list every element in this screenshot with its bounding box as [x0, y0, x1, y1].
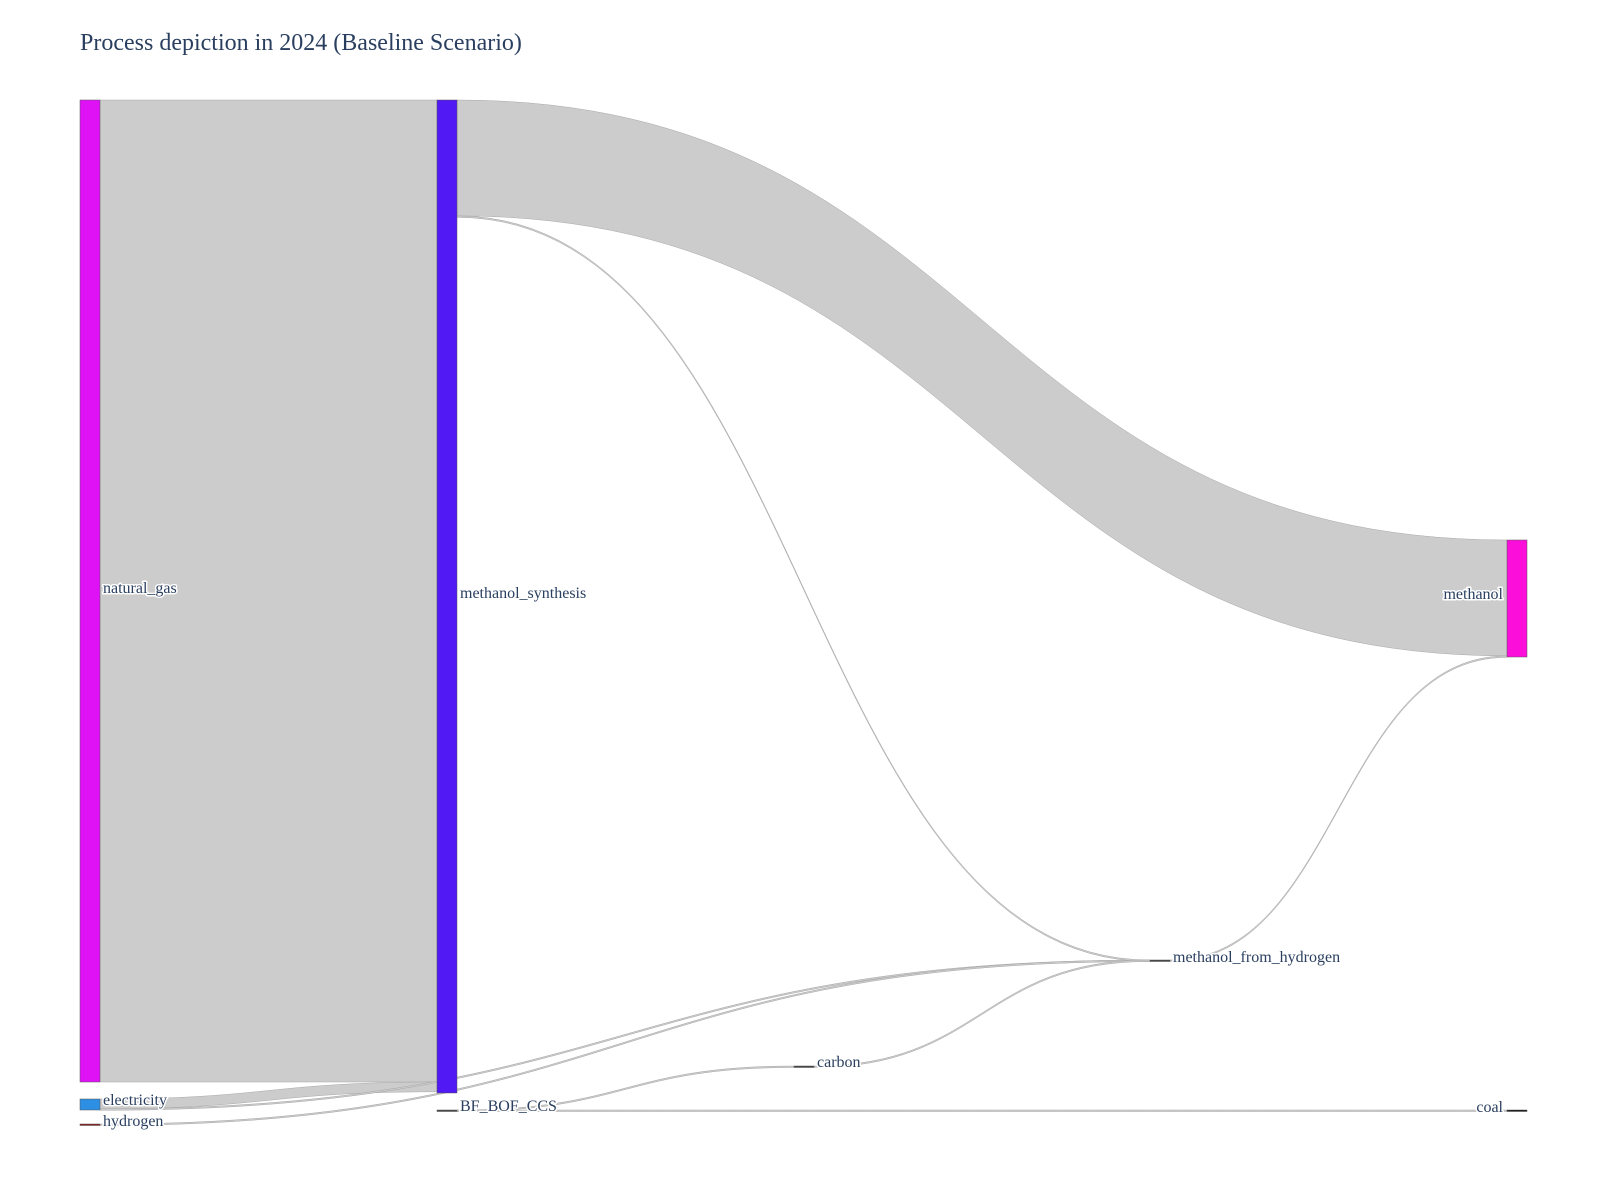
sankey-link-carbon-to-methanol_from_hydrogen[interactable] — [813, 959, 1151, 1068]
sankey-node-carbon[interactable] — [793, 1065, 815, 1068]
sankey-node-methanol_synthesis[interactable] — [436, 99, 458, 1094]
sankey-node-label-methanol_from_hydrogen: methanol_from_hydrogen — [1173, 949, 1340, 966]
sankey-node-label-methanol_synthesis: methanol_synthesis — [460, 585, 586, 602]
sankey-node-label-BF_BOF_CCS: BF_BOF_CCS — [460, 1098, 557, 1115]
sankey-node-label-natural_gas: natural_gas — [103, 580, 177, 597]
sankey-node-label-hydrogen: hydrogen — [103, 1113, 163, 1130]
sankey-node-natural_gas[interactable] — [79, 99, 101, 1083]
sankey-link-BF_BOF_CCS-to-coal[interactable] — [456, 1109, 1508, 1112]
sankey-node-methanol_from_hydrogen[interactable] — [1149, 959, 1171, 962]
sankey-node-label-carbon: carbon — [817, 1054, 861, 1071]
links-layer — [99, 99, 1508, 1126]
sankey-link-methanol_from_hydrogen-to-methanol[interactable] — [1169, 655, 1508, 962]
chart-title: Process depiction in 2024 (Baseline Scen… — [80, 30, 522, 56]
sankey-node-methanol[interactable] — [1506, 539, 1528, 658]
labels-layer: natural_gas electricity hydrogen methanol_s… — [102, 579, 1506, 1132]
sankey-node-label-coal: coal — [1476, 1099, 1503, 1116]
nodes-layer — [79, 99, 1528, 1126]
sankey-link-methanol_synthesis-to-methanol[interactable] — [456, 99, 1508, 657]
sankey-node-label-methanol: methanol — [1443, 586, 1503, 603]
sankey-node-label-electricity: electricity — [103, 1092, 167, 1109]
sankey-node-electricity[interactable] — [79, 1098, 101, 1111]
sankey-node-BF_BOF_CCS[interactable] — [436, 1109, 458, 1112]
sankey-node-coal[interactable] — [1506, 1109, 1528, 1112]
sankey-node-hydrogen[interactable] — [79, 1123, 101, 1126]
